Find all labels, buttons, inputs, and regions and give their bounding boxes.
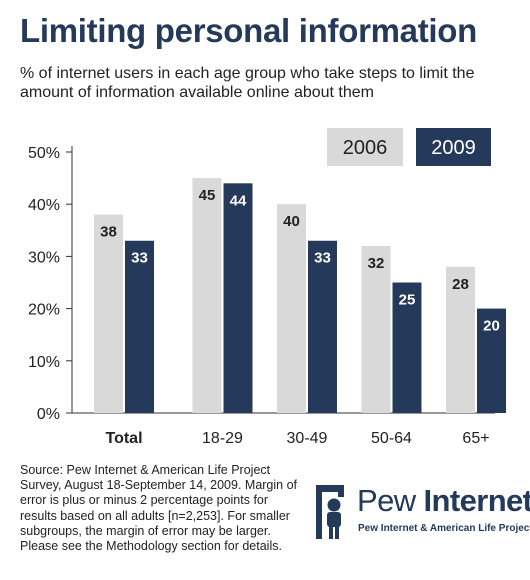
y-tick-label: 50% <box>28 145 60 162</box>
y-tick-label: 40% <box>28 197 60 214</box>
legend-swatch-2009 <box>416 128 491 166</box>
legend-swatch-2006 <box>327 128 403 166</box>
legend-label: 2009 <box>431 137 476 159</box>
bar-2006-65+ <box>446 266 475 413</box>
pew-logo-icon <box>316 485 344 539</box>
data-label: 25 <box>399 292 416 309</box>
bar-2006-Total <box>94 214 123 413</box>
x-tick-label: 65+ <box>462 430 489 447</box>
y-tick-label: 20% <box>28 302 60 319</box>
bar-2009-30-49 <box>308 240 337 413</box>
x-tick-label: 18-29 <box>202 430 243 447</box>
logo-tagline: Pew Internet & American Life Project <box>358 523 530 534</box>
bar-2009-65+ <box>477 308 506 413</box>
bar-2006-50-64 <box>361 245 391 413</box>
y-tick-label: 10% <box>28 354 60 371</box>
data-label: 40 <box>283 213 300 230</box>
bar-2006-30-49 <box>277 204 306 413</box>
source-footnote: Source: Pew Internet & American Life Pro… <box>20 463 298 554</box>
data-label: 44 <box>230 192 247 209</box>
x-tick-label: 50-64 <box>371 430 412 447</box>
bar-chart: 0% 10% 20% 30% 40% 50% 38 33 Total 45 44 18-29 40 33 3… <box>28 128 506 447</box>
bar-2006-18-29 <box>192 178 222 413</box>
y-tick-label: 30% <box>28 249 60 266</box>
bar-2009-50-64 <box>392 282 422 413</box>
pew-internet-logo: Pew Internet Pew Internet & American Lif… <box>313 483 530 543</box>
data-label: 33 <box>131 250 148 267</box>
bar-2009-Total <box>125 240 154 413</box>
x-tick-label: 30-49 <box>287 430 328 447</box>
data-label: 32 <box>368 255 385 272</box>
data-label: 33 <box>314 250 331 267</box>
chart-title: Limiting personal information <box>20 12 477 49</box>
logo-wordmark: Pew Internet <box>357 483 530 519</box>
y-tick-label: 0% <box>37 406 60 423</box>
chart-subtitle: % of internet users in each age group wh… <box>20 65 475 101</box>
bar-2009-18-29 <box>223 183 253 413</box>
logo-word-bold: Internet <box>423 483 530 518</box>
data-label: 45 <box>199 187 216 204</box>
legend-label: 2006 <box>343 137 388 159</box>
data-label: 38 <box>100 224 117 241</box>
data-label: 20 <box>483 318 500 335</box>
x-tick-label: Total <box>105 430 142 447</box>
data-label: 28 <box>452 276 469 293</box>
logo-word-light: Pew <box>357 483 424 518</box>
